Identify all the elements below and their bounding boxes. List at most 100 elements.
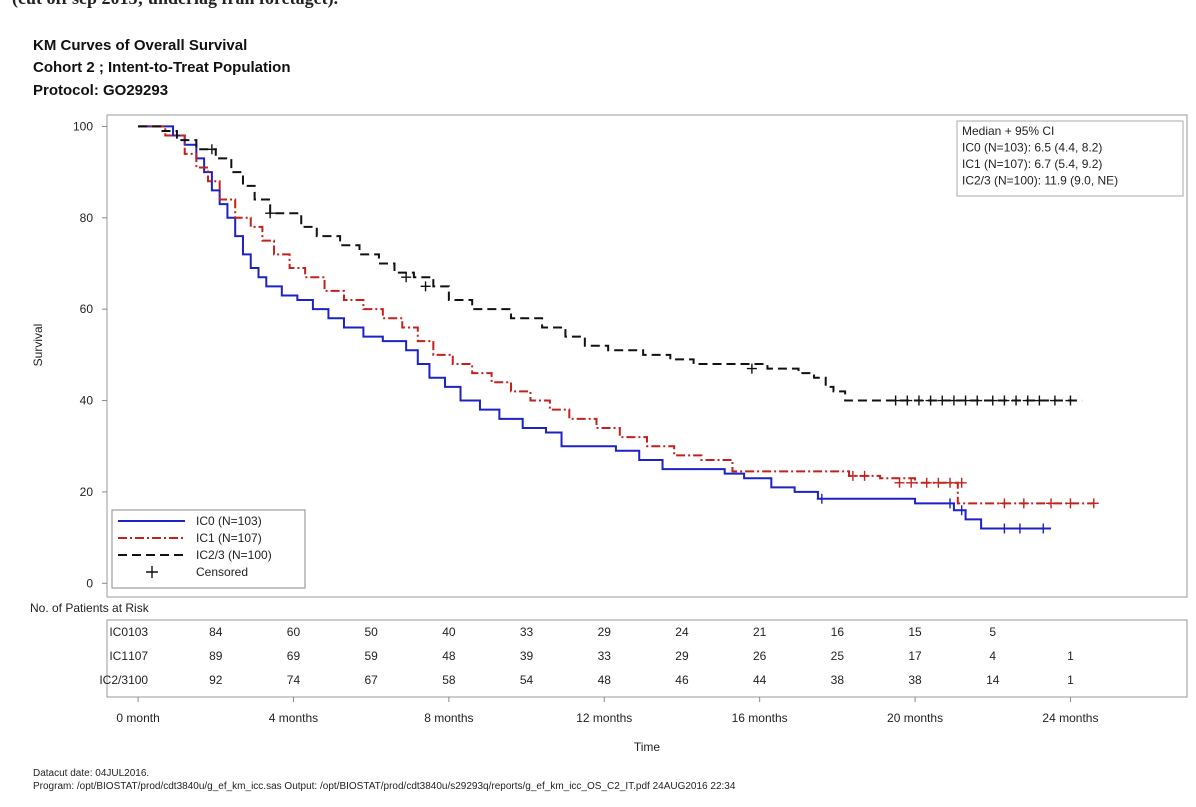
censor-mark [890,395,901,406]
y-tick-label: 0 [86,576,93,590]
censor-mark [956,477,967,488]
plot-frame [106,114,1188,598]
censor-mark [894,477,905,488]
risk-title: No. of Patients at Risk [30,601,150,615]
censor-mark [987,395,998,406]
protocol: Protocol: GO29293 [33,82,168,99]
y-tick-label: 20 [80,485,94,499]
censor-mark [945,477,956,488]
risk-value: 59 [364,649,378,663]
x-tick-label: 12 months [576,711,632,725]
risk-value: 33 [598,649,612,663]
survival-curve [138,125,1052,530]
risk-value: 38 [831,673,845,687]
censor-mark [1049,395,1060,406]
legend-box [111,509,306,589]
risk-value: 38 [908,673,922,687]
legend-swatch [146,566,158,578]
risk-value: 84 [209,625,223,639]
risk-value: 25 [831,649,845,663]
censor-mark [972,395,983,406]
censor-mark [948,395,959,406]
risk-value: 74 [287,673,301,687]
censor-mark [401,272,412,283]
risk-value: 48 [442,649,456,663]
risk-value: 26 [753,649,767,663]
risk-value: 107 [128,649,148,663]
legend-label: IC2/3 (N=100) [196,548,272,562]
risk-value: 58 [442,673,456,687]
risk-value: 4 [989,649,996,663]
y-tick-label: 40 [80,394,94,408]
legend-label: Censored [196,565,248,579]
risk-row-label: IC2/3 [99,673,128,687]
censor-mark [1018,498,1029,509]
risk-value: 17 [908,649,922,663]
risk-value: 69 [287,649,301,663]
y-tick-label: 100 [73,119,93,133]
risk-frame [106,619,1188,698]
risk-value: 1 [1067,649,1074,663]
survival-curve [138,125,1083,402]
y-tick-label: 80 [80,211,94,225]
censor-mark [816,493,827,504]
risk-value: 60 [287,625,301,639]
risk-value: 89 [209,649,223,663]
risk-value: 29 [598,625,612,639]
risk-row-label: IC0 [109,625,128,639]
censor-mark [1014,523,1025,534]
censor-mark [1088,498,1099,509]
censor-mark [933,477,944,488]
x-tick-label: 16 months [732,711,788,725]
risk-value: 21 [753,625,767,639]
censor-mark [956,505,967,516]
censor-mark [945,498,956,509]
y-axis-label: Survival [31,324,45,367]
chart-title: KM Curves of Overall Survival [33,37,247,54]
censor-mark [999,498,1010,509]
censor-mark [746,363,757,374]
censor-mark [960,395,971,406]
x-tick-label: 8 months [424,711,473,725]
risk-value: 103 [128,625,148,639]
censor-mark [937,395,948,406]
risk-value: 5 [989,625,996,639]
censor-mark [1022,395,1033,406]
risk-value: 15 [908,625,922,639]
risk-row-label: IC1 [109,649,128,663]
risk-value: 46 [675,673,689,687]
censor-mark [1038,523,1049,534]
censor-mark [999,395,1010,406]
censor-mark [859,470,870,481]
top-note: (cut off sep 2015; underlag från företag… [12,0,338,9]
censor-mark [913,395,924,406]
censor-mark [921,477,932,488]
risk-value: 1 [1067,673,1074,687]
censor-mark [1034,395,1045,406]
y-tick-label: 60 [80,302,94,316]
inset-box [956,120,1184,197]
risk-value: 14 [986,673,1000,687]
risk-value: 29 [675,649,689,663]
risk-value: 16 [831,625,845,639]
footer: Program: /opt/BIOSTAT/prod/cdt3840u/g_ef… [33,781,736,792]
censor-mark [1046,498,1057,509]
risk-value: 39 [520,649,534,663]
chart-subtitle: Cohort 2 ; Intent-to-Treat Population [33,59,290,76]
censor-mark [906,477,917,488]
inset-text: Median + 95% CI [962,124,1054,138]
x-tick-label: 24 months [1042,711,1098,725]
x-tick-label: 20 months [887,711,943,725]
risk-value: 67 [364,673,378,687]
censor-mark [1065,395,1076,406]
risk-value: 33 [520,625,534,639]
inset-text: IC2/3 (N=100): 11.9 (9.0, NE) [962,174,1118,188]
inset-text: IC0 (N=103): 6.5 (4.4, 8.2) [962,141,1102,155]
censor-mark [999,523,1010,534]
x-axis-label: Time [634,740,661,754]
risk-value: 50 [364,625,378,639]
censor-mark [420,281,431,292]
risk-value: 48 [598,673,612,687]
censor-mark [265,208,276,219]
